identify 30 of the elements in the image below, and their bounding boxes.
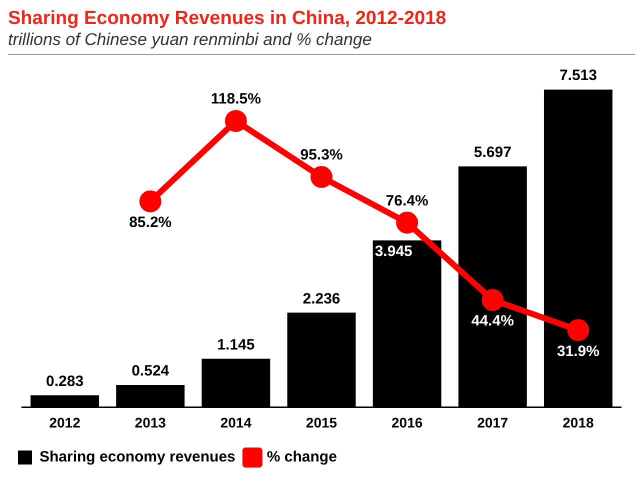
- x-tick-label: 2014: [220, 414, 252, 430]
- point: [482, 288, 504, 311]
- x-tick-label: 2018: [562, 414, 594, 430]
- x-tick-label: 2016: [391, 414, 423, 430]
- x-tick-label: 2012: [49, 414, 81, 430]
- data-label: 2.236: [302, 290, 340, 308]
- legend-label: % change: [266, 448, 337, 466]
- data-label: 95.3%: [300, 146, 343, 164]
- point: [224, 110, 247, 132]
- point: [310, 166, 332, 188]
- data-label: 0.283: [46, 372, 84, 390]
- data-label: 118.5%: [210, 90, 261, 108]
- data-label: 31.9%: [556, 342, 600, 360]
- chart-subtitle: trillions of Chinese yuan renminbi and % change: [8, 30, 635, 55]
- legend-label: Sharing economy revenues: [40, 448, 236, 466]
- data-label: 0.524: [132, 362, 170, 380]
- data-label: 44.4%: [471, 312, 514, 330]
- data-label: 7.513: [559, 67, 597, 84]
- x-tick-label: 2013: [134, 414, 166, 430]
- data-label: 85.2%: [129, 214, 172, 232]
- chart-title: Sharing Economy Revenues in China, 2012-2018: [8, 8, 448, 30]
- data-label: 76.4%: [386, 192, 428, 210]
- point: [139, 190, 162, 212]
- x-tick-label: 2015: [306, 414, 338, 430]
- point: [396, 212, 418, 234]
- point: [567, 319, 590, 342]
- x-tick-label: 2017: [477, 414, 508, 430]
- data-label: 5.697: [474, 144, 512, 161]
- data-label: 1.145: [217, 336, 255, 354]
- data-label: 3.945: [374, 243, 412, 260]
